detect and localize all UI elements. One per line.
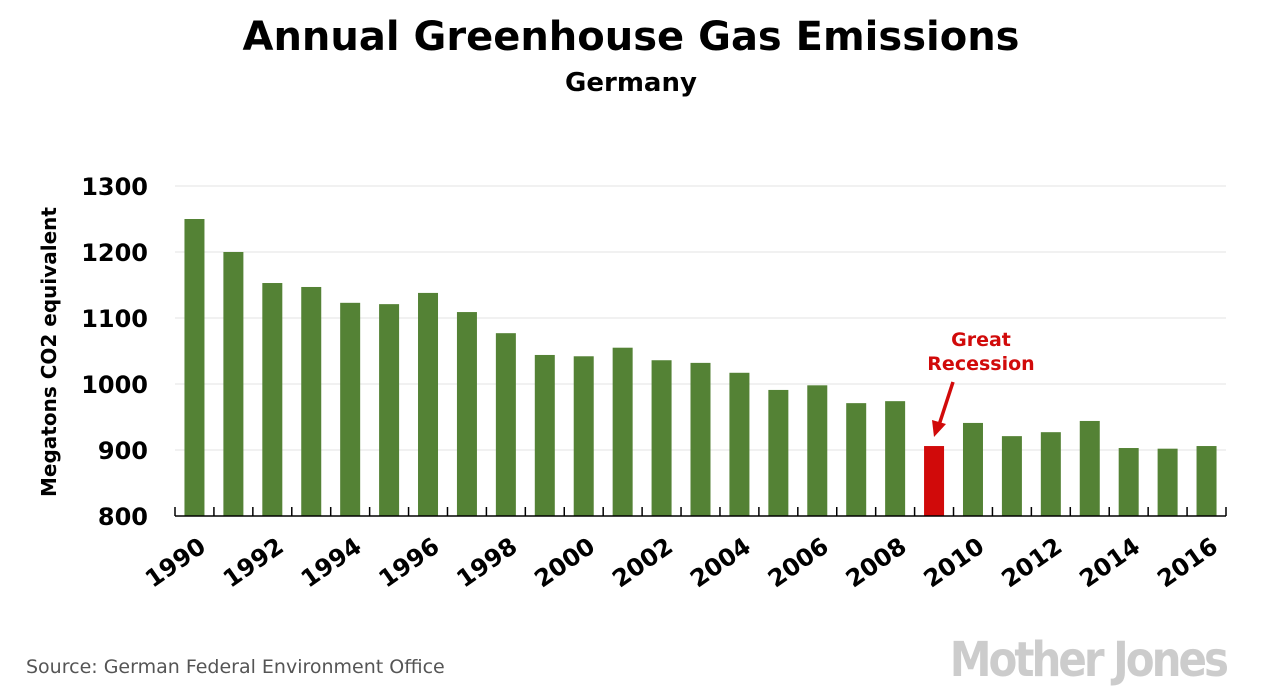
bar-1998 <box>495 333 516 516</box>
y-tick-label: 900 <box>98 437 148 465</box>
bar-2013 <box>1079 420 1100 516</box>
x-tick-label: 1996 <box>374 532 445 593</box>
chart-subtitle: Germany <box>565 68 697 98</box>
bar-1990 <box>184 219 205 516</box>
chart-title: Annual Greenhouse Gas Emissions <box>243 14 1020 60</box>
annotation-arrow <box>932 381 955 437</box>
bar-2005 <box>768 389 789 516</box>
y-tick-label: 800 <box>98 503 148 531</box>
bar-2007 <box>846 403 867 516</box>
annotation-line-2: Recession <box>927 353 1034 375</box>
x-tick-label: 2010 <box>919 532 990 593</box>
x-tick-label: 2000 <box>529 532 600 593</box>
annotation-line-1: Great <box>951 329 1011 351</box>
x-tick-label: 2004 <box>685 532 756 593</box>
bar-1999 <box>534 354 555 516</box>
x-tick-label: 2008 <box>841 532 912 593</box>
bar-2016 <box>1196 446 1217 516</box>
bar-1995 <box>379 304 400 516</box>
y-tick-label: 1200 <box>81 239 148 267</box>
bar-2011 <box>1001 436 1022 516</box>
bar-2000 <box>573 356 594 516</box>
bar-1996 <box>418 292 439 516</box>
bar-2009 <box>924 446 945 516</box>
bar-2015 <box>1157 448 1178 516</box>
y-axis-label: Megatons CO2 equivalent <box>37 207 61 497</box>
x-tick-label: 1998 <box>452 532 523 593</box>
x-tick-label: 2006 <box>763 532 834 593</box>
source-note: Source: German Federal Environment Offic… <box>26 656 445 678</box>
bar-1994 <box>340 302 361 516</box>
bar-2008 <box>885 401 906 516</box>
x-tick-label: 2016 <box>1152 532 1223 593</box>
bar-2012 <box>1040 432 1061 516</box>
bar-2002 <box>651 360 672 516</box>
bar-1991 <box>223 252 244 516</box>
bar-2006 <box>807 385 828 516</box>
bar-1992 <box>262 283 283 516</box>
x-tick-label: 1994 <box>296 532 367 593</box>
y-tick-label: 1100 <box>81 305 148 333</box>
bar-2001 <box>612 347 633 516</box>
bar-1997 <box>456 312 477 516</box>
bar-2014 <box>1118 448 1139 516</box>
y-tick-label: 1300 <box>81 173 148 201</box>
mother-jones-logo: Mother Jones <box>950 631 1227 688</box>
bar-2010 <box>962 422 983 516</box>
y-tick-label: 1000 <box>81 371 148 399</box>
bar-2004 <box>729 372 750 516</box>
x-tick-label: 2002 <box>607 532 678 593</box>
x-tick-label: 2012 <box>996 532 1067 593</box>
bar-2003 <box>690 362 711 516</box>
x-tick-label: 2014 <box>1074 532 1145 593</box>
x-tick-label: 1992 <box>218 532 289 593</box>
x-tick-label: 1990 <box>140 532 211 593</box>
bar-1993 <box>301 286 322 516</box>
